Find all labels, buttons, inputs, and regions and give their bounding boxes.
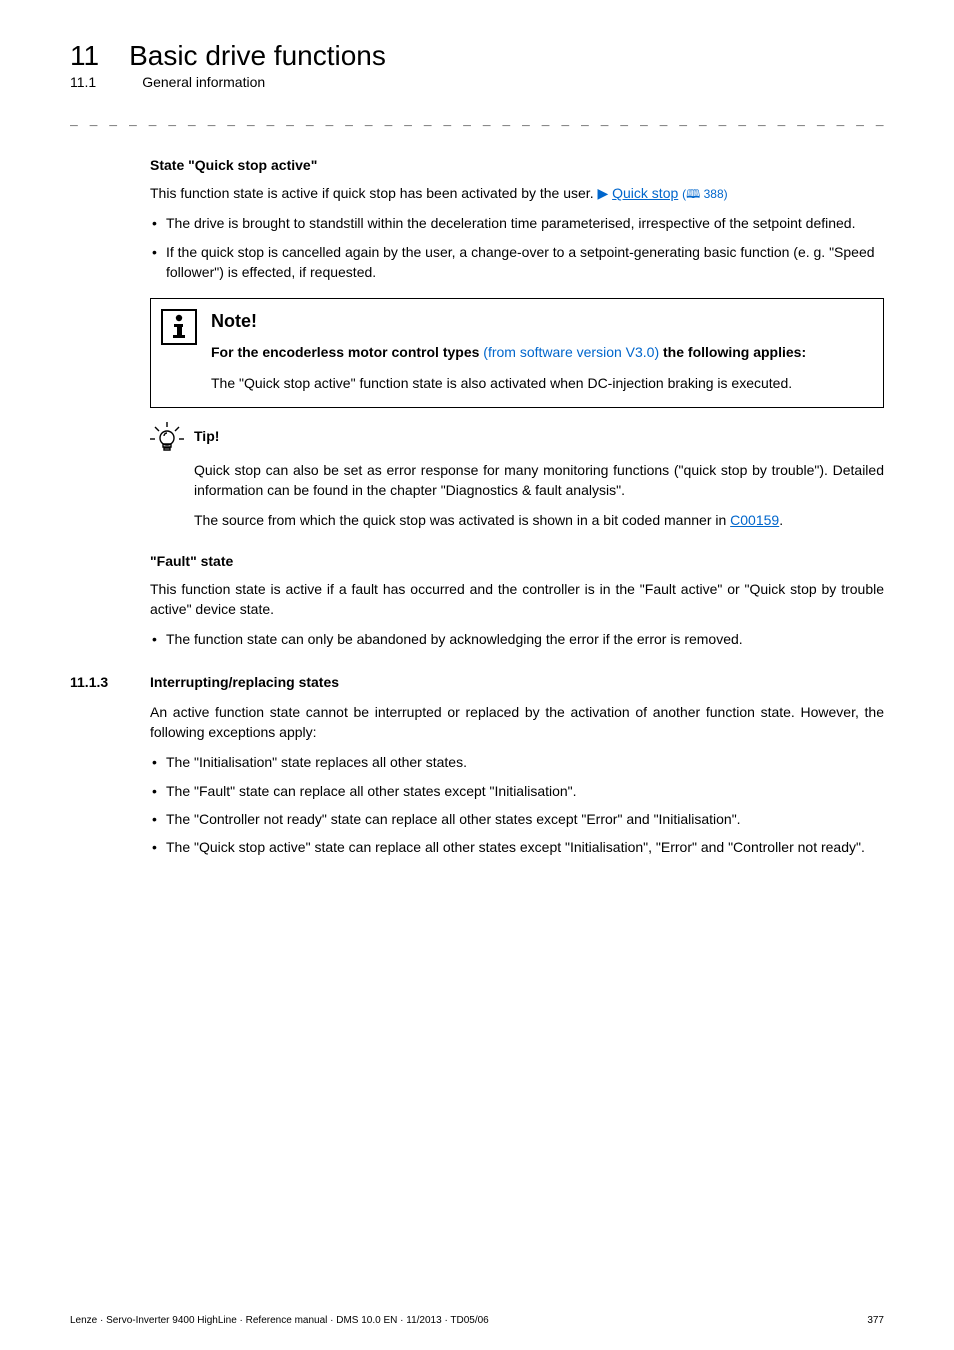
list-item: The drive is brought to standstill withi…: [150, 213, 884, 233]
tip-icon: [150, 422, 184, 456]
subsection-title: Interrupting/replacing states: [150, 674, 339, 690]
arrow-icon: ▶: [597, 185, 612, 201]
section-title: General information: [142, 74, 265, 90]
text: The source from which the quick stop was…: [194, 512, 730, 528]
list-item: The "Initialisation" state replaces all …: [150, 752, 884, 772]
paragraph: This function state is active if a fault…: [150, 579, 884, 620]
note-box: Note! For the encoderless motor control …: [150, 298, 884, 408]
paragraph: This function state is active if quick s…: [150, 183, 884, 203]
list-item: The "Fault" state can replace all other …: [150, 781, 884, 801]
info-icon: [161, 309, 197, 345]
list-item: The "Controller not ready" state can rep…: [150, 809, 884, 829]
paragraph: For the encoderless motor control types …: [211, 342, 867, 362]
subsection-number: 11.1.3: [70, 674, 116, 690]
footer-text: Lenze · Servo-Inverter 9400 HighLine · R…: [70, 1315, 489, 1326]
text: This function state is active if quick s…: [150, 185, 597, 201]
quick-stop-link[interactable]: Quick stop: [612, 185, 678, 201]
list-item: The function state can only be abandoned…: [150, 629, 884, 649]
page-ref: (🕮 388): [682, 187, 728, 201]
section-number: 11.1: [70, 74, 96, 90]
text: the following applies:: [659, 344, 806, 360]
list-item: The "Quick stop active" state can replac…: [150, 837, 884, 857]
paragraph: The source from which the quick stop was…: [194, 510, 884, 530]
text: .: [779, 512, 783, 528]
text: For the encoderless motor control types: [211, 344, 483, 360]
version-text: (from software version V3.0): [483, 344, 659, 360]
paragraph: An active function state cannot be inter…: [150, 702, 884, 743]
heading-quick-stop-active: State "Quick stop active": [150, 157, 884, 173]
chapter-number: 11: [70, 40, 99, 72]
divider: _ _ _ _ _ _ _ _ _ _ _ _ _ _ _ _ _ _ _ _ …: [70, 112, 884, 127]
tip-title: Tip!: [194, 422, 219, 444]
paragraph: Quick stop can also be set as error resp…: [194, 460, 884, 501]
heading-fault-state: "Fault" state: [150, 553, 884, 569]
note-title: Note!: [211, 311, 867, 332]
chapter-title: Basic drive functions: [129, 40, 386, 72]
paragraph: The "Quick stop active" function state i…: [211, 373, 867, 393]
code-link[interactable]: C00159: [730, 512, 779, 528]
list-item: If the quick stop is cancelled again by …: [150, 242, 884, 283]
page-number: 377: [867, 1315, 884, 1326]
